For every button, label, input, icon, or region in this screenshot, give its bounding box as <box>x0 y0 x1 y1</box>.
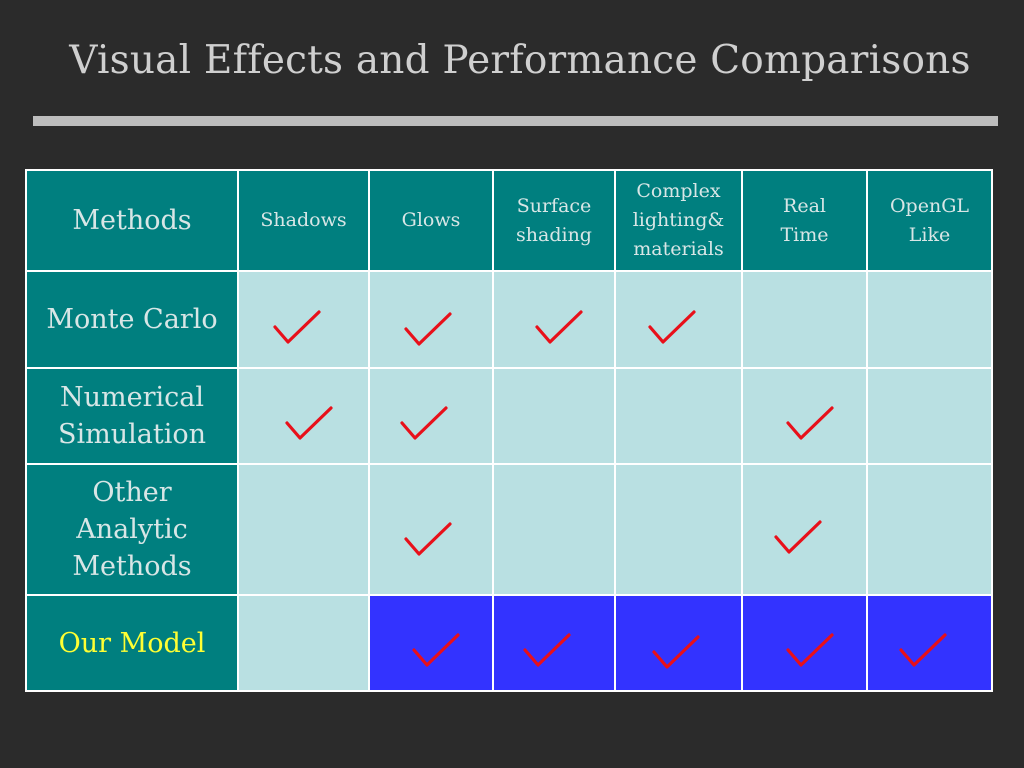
cell-our-model-shadows <box>237 594 370 692</box>
checkmark-icon <box>404 521 452 556</box>
header-real-time: Real Time <box>741 169 868 272</box>
checkmark-icon <box>271 308 325 348</box>
slide-title: Visual Effects and Performance Compariso… <box>69 38 971 83</box>
cell-numerical-shadows <box>237 367 370 465</box>
cell-our-model-surface <box>492 594 616 692</box>
row-monte-carlo: Monte Carlo <box>25 270 993 369</box>
checkmark-icon <box>283 404 337 444</box>
cell-monte-carlo-surface <box>492 270 616 369</box>
header-complex-lighting: Complex lighting& materials <box>614 169 743 272</box>
cell-our-model-realtime <box>741 594 868 692</box>
row-label-our-model: Our Model <box>25 594 239 692</box>
checkmark-icon <box>772 518 826 558</box>
header-glows: Glows <box>368 169 494 272</box>
comparison-table: Methods Shadows Glows Surface shading Com… <box>25 169 993 692</box>
checkmark-icon <box>404 311 452 346</box>
header-shadows: Shadows <box>237 169 370 272</box>
checkmark-icon <box>410 631 464 671</box>
cell-numerical-glows <box>368 367 494 465</box>
checkmark-icon <box>521 631 575 671</box>
cell-our-model-glows <box>368 594 494 692</box>
cell-monte-carlo-glows <box>368 270 494 369</box>
header-opengl-like: OpenGL Like <box>866 169 993 272</box>
checkmark-icon <box>784 631 838 671</box>
checkmark-icon <box>784 404 838 444</box>
cell-other-complex <box>614 463 743 596</box>
cell-monte-carlo-shadows <box>237 270 370 369</box>
cell-numerical-surface <box>492 367 616 465</box>
checkmark-icon <box>272 309 321 344</box>
checkmark-icon <box>402 520 456 560</box>
cell-our-model-opengl <box>866 594 993 692</box>
checkmark-icon <box>773 519 822 554</box>
cell-numerical-complex <box>614 367 743 465</box>
checkmark-icon <box>284 406 333 440</box>
checkmark-icon <box>650 633 704 673</box>
cell-numerical-opengl <box>866 367 993 465</box>
checkmark-icon <box>785 633 834 667</box>
checkmark-icon <box>533 308 587 348</box>
row-label-monte-carlo: Monte Carlo <box>25 270 239 369</box>
checkmark-icon <box>647 309 696 344</box>
checkmark-icon <box>400 406 448 440</box>
cell-other-surface <box>492 463 616 596</box>
row-our-model: Our Model <box>25 594 993 692</box>
cell-monte-carlo-opengl <box>866 270 993 369</box>
cell-other-shadows <box>237 463 370 596</box>
checkmark-icon <box>398 404 452 444</box>
row-label-other-analytic-methods: Other Analytic Methods <box>25 463 239 596</box>
row-label-numerical-simulation: Numerical Simulation <box>25 367 239 465</box>
checkmark-icon <box>897 631 951 671</box>
checkmark-icon <box>402 310 456 350</box>
cell-other-glows <box>368 463 494 596</box>
header-row: Methods Shadows Glows Surface shading Com… <box>25 169 993 272</box>
cell-numerical-realtime <box>741 367 868 465</box>
title-divider <box>33 116 998 126</box>
cell-our-model-complex <box>614 594 743 692</box>
checkmark-icon <box>535 309 583 344</box>
header-methods: Methods <box>25 169 239 272</box>
checkmark-icon <box>412 633 460 667</box>
row-other-analytic-methods: Other Analytic Methods <box>25 463 993 596</box>
checkmark-icon <box>898 633 947 667</box>
checkmark-icon <box>785 406 834 440</box>
header-surface-shading: Surface shading <box>492 169 616 272</box>
row-numerical-simulation: Numerical Simulation <box>25 367 993 465</box>
cell-monte-carlo-realtime <box>741 270 868 369</box>
checkmark-icon <box>651 635 700 669</box>
cell-other-opengl <box>866 463 993 596</box>
checkmark-icon <box>523 633 571 667</box>
cell-monte-carlo-complex <box>614 270 743 369</box>
checkmark-icon <box>646 308 700 348</box>
cell-other-realtime <box>741 463 868 596</box>
